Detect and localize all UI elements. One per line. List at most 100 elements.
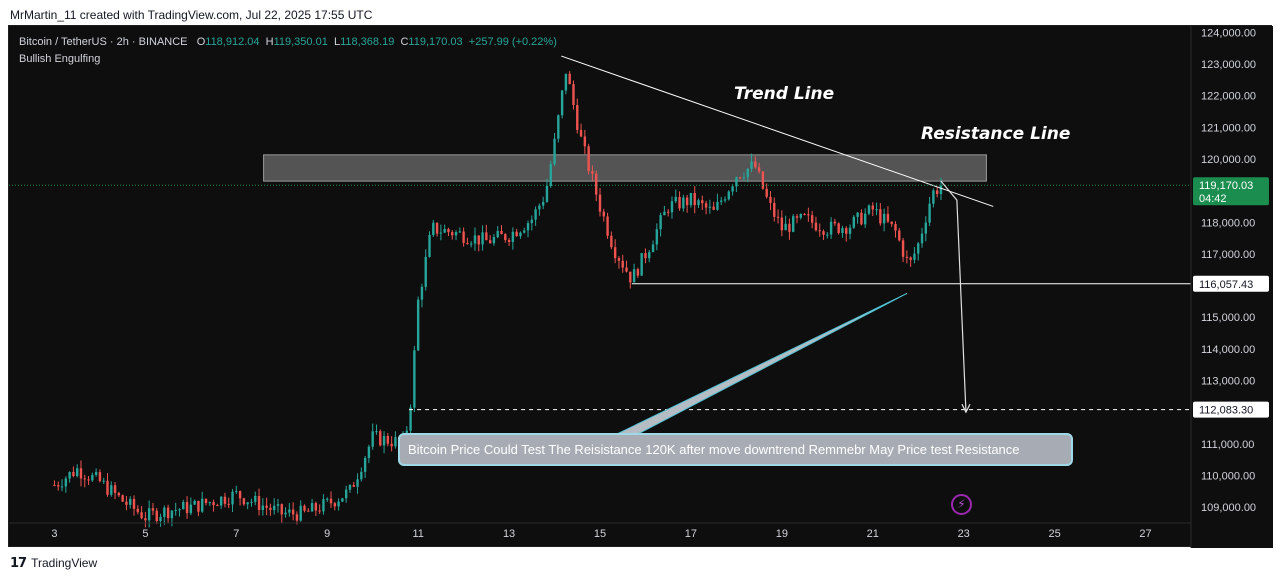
candle	[454, 232, 458, 236]
level-2-tag-bg	[1193, 401, 1269, 418]
candle	[629, 271, 632, 283]
candle	[769, 196, 772, 203]
candle	[254, 495, 257, 502]
candle	[386, 435, 390, 444]
flash-icon[interactable]: ⚡	[951, 494, 972, 515]
x-tick-label: 17	[685, 528, 697, 540]
candle	[238, 491, 242, 499]
candle	[75, 468, 79, 477]
candle	[344, 489, 348, 499]
candle	[201, 498, 204, 512]
y-tick-label: 114,000.00	[1201, 344, 1255, 356]
candle	[644, 253, 647, 259]
candle	[197, 500, 200, 512]
candle	[750, 161, 753, 169]
candle	[515, 231, 518, 237]
open-label: O	[196, 36, 206, 48]
candle	[394, 437, 397, 447]
level-2-tag-value: 112,083.30	[1199, 405, 1253, 417]
trend-line[interactable]	[561, 55, 994, 207]
candle	[129, 498, 132, 505]
candle	[814, 222, 818, 231]
candle	[492, 237, 496, 244]
candle	[875, 209, 878, 211]
y-tick-label: 117,000.00	[1201, 249, 1255, 261]
y-tick-label: 110,000.00	[1201, 471, 1255, 483]
candle	[886, 213, 890, 222]
candle	[655, 229, 659, 245]
tradingview-brand: TradingView	[31, 556, 98, 570]
candle	[670, 201, 674, 213]
price-chart[interactable]: 109,000.00110,000.00111,000.00112,000.00…	[9, 26, 1273, 548]
candle	[432, 222, 435, 235]
candle	[557, 115, 560, 139]
candle	[496, 230, 499, 238]
candle	[625, 267, 628, 272]
candle	[367, 446, 371, 458]
candle	[841, 228, 844, 233]
x-tick-label: 11	[412, 528, 423, 540]
candle	[935, 190, 939, 194]
candle	[348, 485, 352, 490]
candle	[879, 209, 882, 224]
candle	[807, 214, 810, 216]
candle	[754, 161, 757, 168]
candle	[64, 478, 68, 487]
candle	[636, 269, 640, 276]
candle	[416, 299, 420, 351]
y-tick-label: 115,000.00	[1201, 312, 1255, 324]
candle	[363, 457, 367, 472]
candle	[341, 498, 344, 502]
candle	[466, 242, 469, 244]
candle	[610, 235, 613, 248]
candle	[208, 502, 211, 504]
candle	[303, 505, 306, 511]
candle	[159, 516, 162, 522]
candle	[545, 185, 549, 202]
candle	[360, 471, 363, 480]
candle	[913, 253, 916, 260]
candle	[712, 206, 715, 210]
candle	[894, 224, 897, 231]
candle	[833, 221, 837, 224]
candle	[829, 221, 833, 235]
candle	[250, 501, 253, 503]
y-tick-label: 113,000.00	[1201, 376, 1255, 388]
candle	[909, 257, 912, 260]
change-value: +257.99 (+0.22%)	[468, 36, 557, 48]
candle	[526, 223, 530, 231]
candle	[659, 215, 662, 230]
candle	[530, 219, 534, 224]
candle	[166, 507, 170, 519]
candle	[280, 504, 283, 515]
candle	[269, 507, 272, 511]
candle	[288, 509, 291, 513]
candle	[443, 229, 446, 233]
candle	[379, 431, 382, 446]
x-tick-label: 3	[51, 528, 57, 540]
symbol-label: Bitcoin / TetherUS · 2h · BINANCE	[19, 36, 188, 48]
candle	[235, 491, 238, 493]
candle	[155, 510, 158, 522]
close-label: C	[400, 36, 409, 48]
x-tick-label: 9	[324, 528, 330, 540]
candle	[663, 211, 666, 216]
low-value: 118,368.19	[340, 36, 395, 48]
candle	[507, 240, 511, 242]
candle	[617, 258, 621, 261]
candle	[689, 192, 693, 206]
candle	[939, 185, 943, 194]
candle	[765, 188, 768, 197]
candle	[576, 105, 579, 130]
candle	[606, 216, 609, 236]
candle	[640, 253, 643, 276]
y-tick-label: 124,000.00	[1201, 27, 1256, 39]
indicator-label: Bullish Engulfing	[19, 53, 101, 65]
candle	[500, 230, 503, 235]
candle	[905, 256, 909, 258]
candle	[735, 177, 738, 187]
candle	[727, 191, 731, 200]
candle	[272, 505, 276, 511]
projection-arrowhead	[961, 403, 971, 414]
chart-panel[interactable]: 109,000.00110,000.00111,000.00112,000.00…	[8, 25, 1273, 548]
